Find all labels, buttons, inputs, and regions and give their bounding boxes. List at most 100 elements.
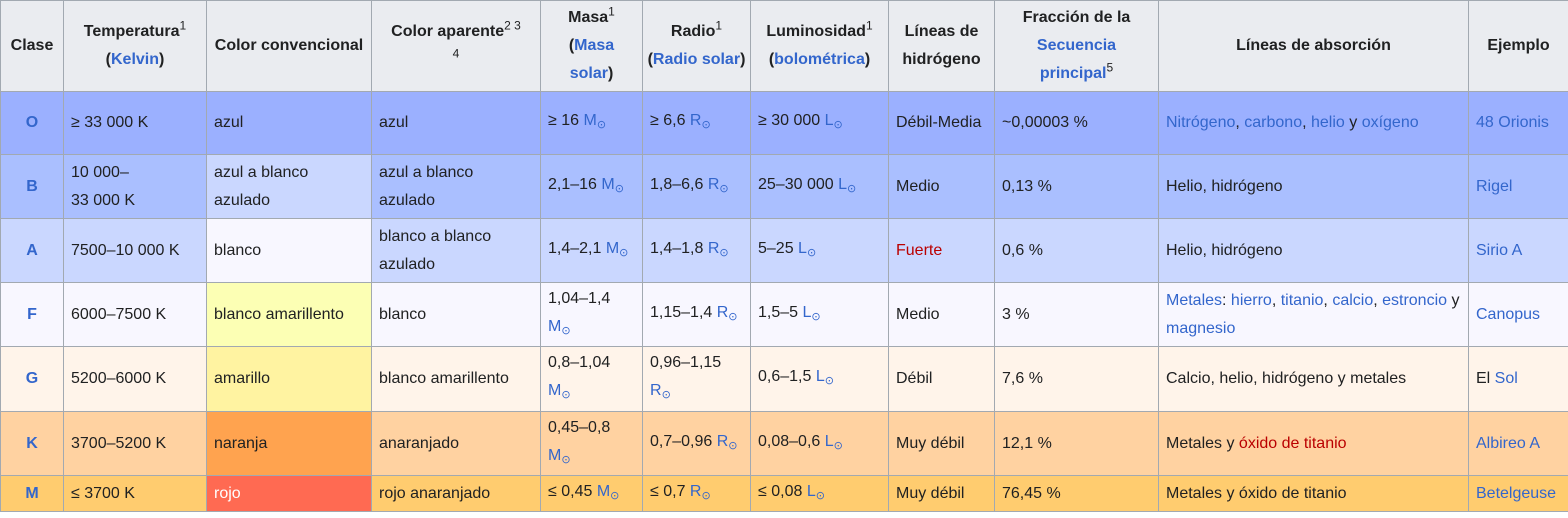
class-link[interactable]: K — [26, 434, 38, 452]
fuerte-link[interactable]: Fuerte — [896, 241, 943, 259]
solar-mass-link[interactable]: M⊙ — [548, 446, 571, 466]
header-lineas-absorcion[interactable]: Líneas de absorción — [1158, 0, 1469, 92]
solar-radius-link[interactable]: R⊙ — [650, 382, 671, 401]
sun-symbol: ⊙ — [833, 439, 843, 452]
header-lineas-hidrogeno[interactable]: Líneas de hidrógeno — [888, 0, 995, 92]
wiki-link[interactable]: oxígeno — [1361, 114, 1419, 131]
solar-mass-link[interactable]: M⊙ — [548, 382, 571, 401]
header-color-convencional[interactable]: Color convencional — [206, 0, 372, 92]
cell-lineas-hidrogeno: Muy débil — [888, 475, 995, 512]
wiki-link[interactable]: Albireo A — [1476, 434, 1541, 452]
solar-radius-link[interactable]: R⊙ — [707, 239, 729, 259]
cell-clase: G — [0, 346, 64, 412]
cell-masa: 1,04–1,4 M⊙ — [540, 282, 643, 347]
cell-ejemplo: Sirio A — [1468, 218, 1568, 283]
class-link[interactable]: B — [26, 177, 38, 195]
header-radio[interactable]: Radio1 (Radio solar) — [642, 0, 751, 92]
cell-ejemplo: Albireo A — [1468, 411, 1568, 476]
cell-radio: ≤ 0,7 R⊙ — [642, 475, 751, 512]
solar-mass-link[interactable]: M⊙ — [601, 175, 624, 195]
solar-mass-link[interactable]: M⊙ — [596, 482, 620, 502]
wiki-link[interactable]: estroncio — [1382, 291, 1448, 309]
cell-fraccion: 3 % — [994, 282, 1159, 347]
solar-luminosity-link[interactable]: L⊙ — [824, 432, 843, 452]
wiki-link[interactable]: hierro — [1230, 291, 1272, 309]
secuencia-principal-link[interactable]: Secuencia principal — [1036, 37, 1117, 82]
footnote-ref[interactable]: 1 — [865, 18, 873, 33]
header-luminosidad[interactable]: Luminosidad1 (bolométrica) — [750, 0, 889, 92]
cell-clase: M — [0, 475, 64, 512]
cell-lineas-absorcion: Metales y óxido de titanio — [1158, 475, 1469, 512]
solar-radius-link[interactable]: R⊙ — [689, 482, 711, 502]
solar-radius-link[interactable]: R⊙ — [707, 175, 729, 195]
bolometrica-link[interactable]: bolométrica — [774, 51, 865, 68]
cell-temperatura: 5200–6000 K — [63, 346, 207, 412]
cell-ejemplo: Betelgeuse — [1468, 475, 1568, 512]
wiki-link[interactable]: titanio — [1280, 291, 1324, 309]
solar-mass-link[interactable]: M⊙ — [605, 239, 629, 259]
wiki-link[interactable]: Sol — [1494, 370, 1518, 387]
solar-luminosity-link[interactable]: L⊙ — [798, 239, 817, 259]
header-clase[interactable]: Clase — [0, 0, 64, 92]
header-row: Clase Temperatura1 (Kelvin) Color conven… — [0, 0, 1568, 92]
wiki-link[interactable]: Rigel — [1476, 177, 1513, 195]
cell-fraccion: ~0,00003 % — [994, 91, 1159, 155]
solar-mass-link[interactable]: M⊙ — [583, 112, 607, 131]
solar-luminosity-link[interactable]: L⊙ — [802, 303, 821, 323]
cell-lineas-hidrogeno: Fuerte — [888, 218, 995, 283]
sun-symbol: ⊙ — [561, 453, 571, 466]
cell-ejemplo: El Sol — [1468, 346, 1568, 412]
wiki-link[interactable]: Sirio A — [1476, 241, 1523, 259]
wiki-link[interactable]: 48 Orionis — [1476, 114, 1549, 131]
cell-color-convencional: rojo — [206, 475, 372, 512]
solar-luminosity-link[interactable]: L⊙ — [806, 482, 825, 502]
footnote-ref[interactable]: 1 — [715, 18, 723, 33]
footnote-ref[interactable]: 1 — [608, 4, 615, 19]
solar-luminosity-link[interactable]: L⊙ — [824, 112, 843, 131]
cell-ejemplo: Canopus — [1468, 282, 1568, 347]
header-fraccion[interactable]: Fracción de la Secuencia principal5 — [994, 0, 1159, 92]
wiki-link[interactable]: helio — [1310, 114, 1345, 131]
wiki-link[interactable]: calcio — [1332, 291, 1374, 309]
wiki-link[interactable]: Canopus — [1476, 305, 1541, 323]
wiki-link[interactable]: Metales — [1166, 291, 1223, 309]
wiki-link[interactable]: Betelgeuse — [1476, 484, 1557, 502]
footnote-ref[interactable]: 5 — [1106, 60, 1114, 75]
wiki-link[interactable]: óxido de titanio — [1238, 434, 1347, 452]
class-link[interactable]: O — [25, 114, 39, 131]
sun-symbol: ⊙ — [719, 182, 729, 195]
solar-radius-link[interactable]: R⊙ — [716, 303, 738, 323]
cell-lineas-absorcion: Helio, hidrógeno — [1158, 218, 1469, 283]
cell-lineas-absorcion: Calcio, helio, hidrógeno y metales — [1158, 346, 1469, 412]
kelvin-link[interactable]: Kelvin — [110, 51, 159, 68]
class-link[interactable]: M — [25, 484, 39, 502]
class-link[interactable]: F — [27, 305, 37, 323]
class-link[interactable]: G — [25, 370, 39, 387]
masa-solar-link[interactable]: Masa solar — [569, 37, 615, 82]
solar-mass-link[interactable]: M⊙ — [548, 317, 571, 337]
sun-symbol: ⊙ — [815, 489, 825, 502]
sun-symbol: ⊙ — [847, 182, 857, 195]
cell-masa: ≥ 16 M⊙ — [540, 91, 643, 155]
cell-color-convencional: azul a blanco azulado — [206, 154, 372, 219]
cell-luminosidad: 1,5–5 L⊙ — [750, 282, 889, 347]
wiki-link[interactable]: Nitrógeno — [1166, 114, 1236, 131]
header-masa[interactable]: Masa1 (Masa solar) — [540, 0, 643, 92]
header-temperatura[interactable]: Temperatura1 (Kelvin) — [63, 0, 207, 92]
solar-radius-link[interactable]: R⊙ — [716, 432, 738, 452]
wiki-link[interactable]: carbono — [1244, 114, 1303, 131]
solar-radius-link[interactable]: R⊙ — [689, 112, 711, 131]
cell-lineas-absorcion: Metales: hierro, titanio, calcio, estron… — [1158, 282, 1469, 347]
wiki-link[interactable]: magnesio — [1166, 319, 1236, 337]
class-link[interactable]: A — [26, 241, 38, 259]
solar-luminosity-link[interactable]: L⊙ — [815, 368, 834, 387]
footnote-ref[interactable]: 1 — [179, 18, 187, 33]
solar-luminosity-link[interactable]: L⊙ — [838, 175, 857, 195]
radio-solar-link[interactable]: Radio solar — [652, 51, 741, 68]
header-ejemplo[interactable]: Ejemplo — [1468, 0, 1568, 92]
